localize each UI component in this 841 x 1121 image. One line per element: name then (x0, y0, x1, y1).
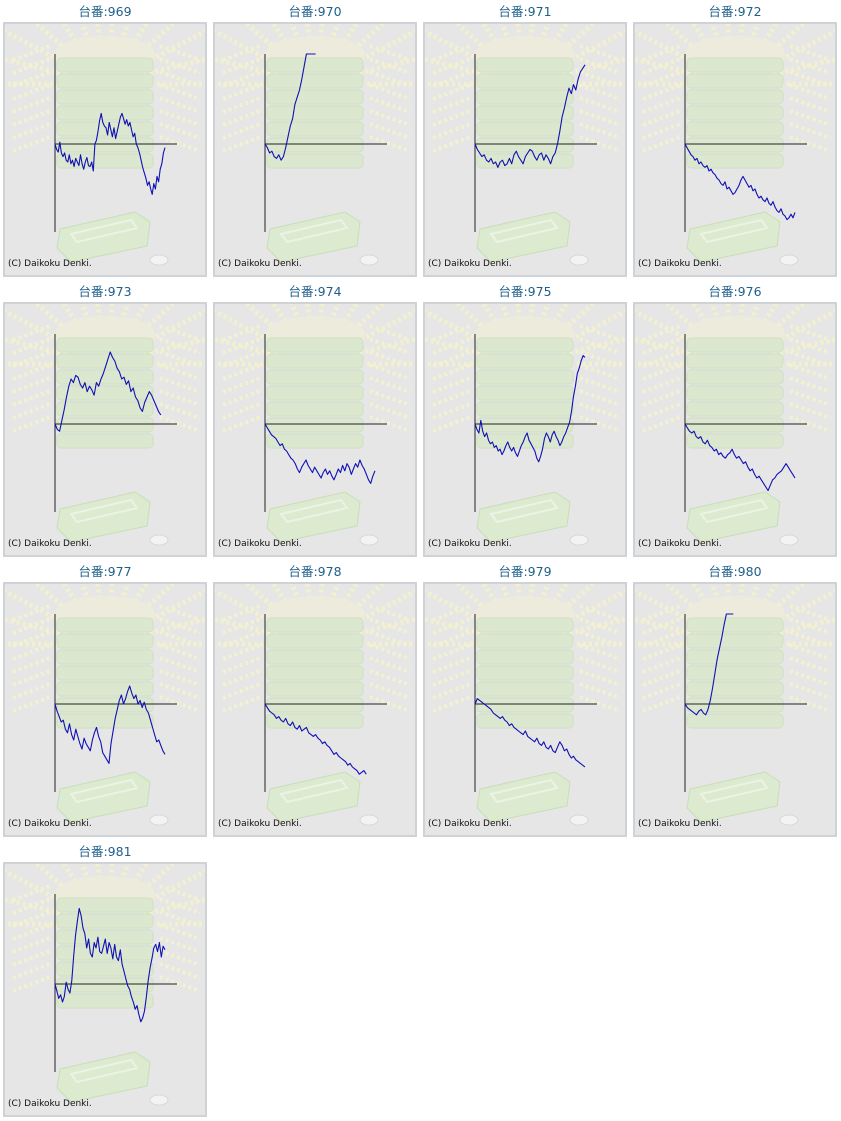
backdrop-machine-image (5, 304, 205, 546)
chart-frame: (C) Daikoku Denki. (633, 302, 837, 557)
series-line (54, 351, 162, 432)
series-line (684, 423, 796, 492)
line-chart (635, 304, 835, 546)
series-line (684, 143, 796, 221)
series-line (684, 613, 734, 716)
series-line (264, 53, 316, 161)
chart-frame: (C) Daikoku Denki. (423, 582, 627, 837)
chart-title[interactable]: 台番:975 (498, 284, 552, 299)
chart-title[interactable]: 台番:972 (708, 4, 762, 19)
chart-frame: (C) Daikoku Denki. (213, 302, 417, 557)
series-line (474, 64, 586, 168)
chart-title[interactable]: 台番:979 (498, 564, 552, 579)
chart-title[interactable]: 台番:980 (708, 564, 762, 579)
backdrop-machine-image (425, 584, 625, 826)
line-chart (215, 24, 415, 266)
series-line (264, 423, 376, 484)
backdrop-machine-image (5, 864, 205, 1106)
chart-frame: (C) Daikoku Denki. (633, 22, 837, 277)
line-chart (425, 304, 625, 546)
chart-frame: (C) Daikoku Denki. (633, 582, 837, 837)
chart-title[interactable]: 台番:971 (498, 4, 552, 19)
chart-frame: (C) Daikoku Denki. (213, 582, 417, 837)
backdrop-machine-image (425, 304, 625, 546)
slot-chart-card[interactable]: 台番:970 (C) Daikoku Denki. (213, 3, 417, 277)
backdrop-machine-image (635, 304, 835, 546)
chart-title[interactable]: 台番:978 (288, 564, 342, 579)
backdrop-machine-image (425, 24, 625, 266)
line-chart (215, 584, 415, 826)
chart-frame: (C) Daikoku Denki. (423, 302, 627, 557)
copyright-label: (C) Daikoku Denki. (428, 539, 512, 549)
series-line (54, 685, 166, 764)
slot-chart-card[interactable]: 台番:971 (C) Daikoku Denki. (423, 3, 627, 277)
slot-chart-card[interactable]: 台番:973 (C) Daikoku Denki. (3, 283, 207, 557)
chart-frame: (C) Daikoku Denki. (423, 22, 627, 277)
chart-title[interactable]: 台番:969 (78, 4, 132, 19)
chart-title[interactable]: 台番:970 (288, 4, 342, 19)
slot-chart-card[interactable]: 台番:976 (C) Daikoku Denki. (633, 283, 837, 557)
slot-chart-card[interactable]: 台番:978 (C) Daikoku Denki. (213, 563, 417, 837)
copyright-label: (C) Daikoku Denki. (428, 819, 512, 829)
backdrop-machine-image (635, 584, 835, 826)
slot-chart-card[interactable]: 台番:977 (C) Daikoku Denki. (3, 563, 207, 837)
series-line (54, 112, 166, 195)
series-line (54, 907, 166, 1023)
line-chart (5, 864, 205, 1106)
line-chart (5, 24, 205, 266)
copyright-label: (C) Daikoku Denki. (638, 259, 722, 269)
slot-chart-card[interactable]: 台番:979 (C) Daikoku Denki. (423, 563, 627, 837)
chart-frame: (C) Daikoku Denki. (3, 862, 207, 1117)
series-line (264, 703, 367, 775)
line-chart (215, 304, 415, 546)
line-chart (5, 304, 205, 546)
line-chart (425, 584, 625, 826)
slot-chart-card[interactable]: 台番:975 (C) Daikoku Denki. (423, 283, 627, 557)
line-chart (5, 584, 205, 826)
copyright-label: (C) Daikoku Denki. (8, 539, 92, 549)
chart-title[interactable]: 台番:973 (78, 284, 132, 299)
chart-frame: (C) Daikoku Denki. (3, 22, 207, 277)
series-line (474, 355, 586, 463)
slot-chart-card[interactable]: 台番:974 (C) Daikoku Denki. (213, 283, 417, 557)
copyright-label: (C) Daikoku Denki. (218, 259, 302, 269)
backdrop-machine-image (215, 304, 415, 546)
line-chart (635, 24, 835, 266)
copyright-label: (C) Daikoku Denki. (8, 819, 92, 829)
backdrop-machine-image (5, 584, 205, 826)
line-chart (635, 584, 835, 826)
copyright-label: (C) Daikoku Denki. (218, 539, 302, 549)
chart-title[interactable]: 台番:976 (708, 284, 762, 299)
copyright-label: (C) Daikoku Denki. (638, 819, 722, 829)
chart-frame: (C) Daikoku Denki. (213, 22, 417, 277)
line-chart (425, 24, 625, 266)
backdrop-machine-image (635, 24, 835, 266)
copyright-label: (C) Daikoku Denki. (8, 259, 92, 269)
series-line (474, 698, 586, 768)
slot-chart-card[interactable]: 台番:980 (C) Daikoku Denki. (633, 563, 837, 837)
backdrop-machine-image (5, 24, 205, 266)
copyright-label: (C) Daikoku Denki. (218, 819, 302, 829)
copyright-label: (C) Daikoku Denki. (638, 539, 722, 549)
copyright-label: (C) Daikoku Denki. (428, 259, 512, 269)
chart-title[interactable]: 台番:974 (288, 284, 342, 299)
slot-chart-card[interactable]: 台番:969 (C) Daikoku Denki. (3, 3, 207, 277)
chart-title[interactable]: 台番:977 (78, 564, 132, 579)
slot-chart-card[interactable]: 台番:972 (C) Daikoku Denki. (633, 3, 837, 277)
copyright-label: (C) Daikoku Denki. (8, 1099, 92, 1109)
chart-frame: (C) Daikoku Denki. (3, 302, 207, 557)
chart-frame: (C) Daikoku Denki. (3, 582, 207, 837)
slot-chart-card[interactable]: 台番:981 (C) Daikoku Denki. (3, 843, 207, 1117)
chart-title[interactable]: 台番:981 (78, 844, 132, 859)
